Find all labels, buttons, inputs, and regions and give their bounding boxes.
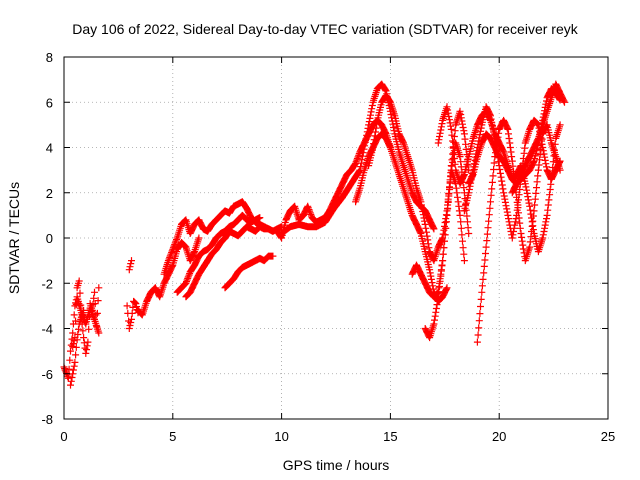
plus-markers [278, 80, 438, 237]
y-tick-label: 0 [46, 231, 53, 246]
plus-markers [134, 234, 203, 319]
series-trace-d [125, 257, 135, 274]
x-tick-label: 10 [274, 429, 288, 444]
x-tick-label: 0 [60, 429, 67, 444]
x-tick-label: 15 [383, 429, 397, 444]
y-axis-label: SDTVAR / TECUs [6, 182, 22, 294]
grid [64, 57, 608, 419]
plus-markers [473, 116, 564, 346]
x-axis-label: GPS time / hours [283, 457, 390, 473]
plus-markers [123, 297, 142, 332]
plus-markers [421, 107, 473, 342]
plus-markers [67, 306, 88, 389]
series-trace-j [221, 252, 277, 292]
series-trace-f [134, 234, 203, 319]
plus-markers [221, 252, 277, 292]
x-tick-label: 25 [601, 429, 615, 444]
y-tick-label: -4 [41, 322, 53, 337]
y-tick-label: 6 [46, 95, 53, 110]
series-trace-h [173, 211, 264, 296]
axes: 0 5 10 15 20 25 -8 -6 -4 -2 0 2 4 6 8 [41, 50, 615, 444]
plus-markers [173, 211, 264, 296]
y-tick-label: -2 [41, 276, 53, 291]
y-tick-label: 8 [46, 50, 53, 65]
series-trace-t [473, 116, 564, 346]
plus-markers [365, 92, 468, 265]
series-trace-e [123, 297, 142, 332]
plus-markers [508, 85, 564, 197]
y-tick-label: 4 [46, 141, 53, 156]
x-tick-label: 20 [492, 429, 506, 444]
y-tick-label: -8 [41, 412, 53, 427]
plus-markers [125, 257, 135, 274]
series-trace-c [67, 306, 88, 389]
chart-title: Day 106 of 2022, Sidereal Day-to-day VTE… [72, 21, 578, 37]
series-trace-i [182, 223, 277, 301]
data-marks [60, 80, 568, 389]
x-tick-label: 5 [169, 429, 176, 444]
series-trace-s [465, 121, 564, 256]
y-tick-label: 2 [46, 186, 53, 201]
series-trace-n [365, 92, 468, 265]
plus-markers [465, 121, 564, 256]
series-trace-l [278, 80, 438, 237]
plus-markers [182, 223, 277, 301]
y-tick-label: -6 [41, 367, 53, 382]
series-trace-p [421, 107, 473, 342]
series-trace-u [508, 85, 564, 197]
